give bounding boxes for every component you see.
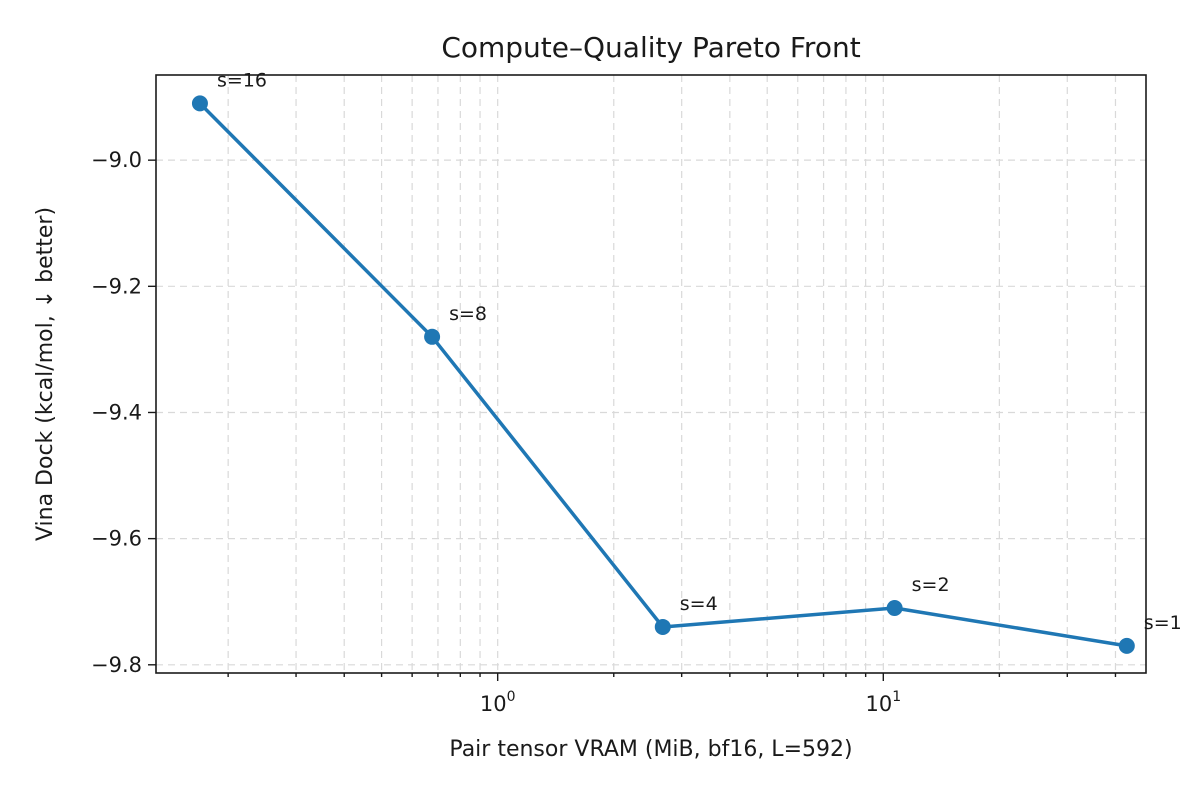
y-tick-label: −9.2 <box>91 274 142 298</box>
y-axis-label: Vina Dock (kcal/mol, ↓ better) <box>33 207 58 541</box>
line-layer <box>198 102 1128 648</box>
y-tick-label: −9.4 <box>91 400 142 424</box>
y-tick-label: −9.8 <box>91 653 142 677</box>
point-label: s=4 <box>680 593 718 615</box>
data-point <box>886 600 903 617</box>
x-axis-label: Pair tensor VRAM (MiB, bf16, L=592) <box>449 737 852 762</box>
point-label: s=16 <box>217 69 267 91</box>
point-label: s=8 <box>449 303 487 325</box>
label-layer: s=16 s=8 s=4 s=2 s=1 <box>217 69 1182 633</box>
point-label: s=1 <box>1144 612 1182 634</box>
tick-layer: −9.8 −9.6 −9.4 −9.2 −9.0 100 101 <box>91 148 1117 716</box>
chart-title: Compute–Quality Pareto Front <box>441 31 860 64</box>
x-tick-label: 101 <box>865 689 901 716</box>
series-line <box>198 102 1128 648</box>
data-point <box>191 95 208 112</box>
y-tick-label: −9.6 <box>91 527 142 551</box>
x-tick-label: 100 <box>480 689 516 716</box>
plot-frame <box>155 74 1147 674</box>
y-tick-label: −9.0 <box>91 148 142 172</box>
point-label: s=2 <box>912 574 950 596</box>
point-layer <box>191 95 1135 654</box>
data-point <box>654 618 671 635</box>
data-point <box>424 328 441 345</box>
grid-layer <box>156 75 1146 673</box>
data-point <box>1118 637 1135 654</box>
